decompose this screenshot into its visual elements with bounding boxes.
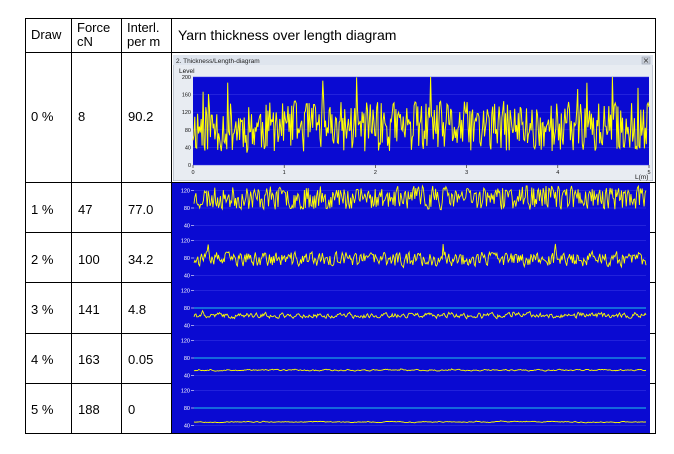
y-tick-label: 40	[184, 274, 190, 280]
row-4-force: 163	[78, 352, 100, 367]
series-line	[192, 76, 650, 153]
y-tick-label: 40	[184, 424, 190, 430]
y-tick-label: 0	[188, 163, 191, 169]
y-tick-label: 160	[182, 93, 191, 99]
y-tick-label: 40	[184, 224, 190, 230]
table-border-top	[25, 18, 656, 19]
y-tick-label: 80	[184, 406, 190, 412]
row-5-force: 188	[78, 402, 100, 417]
table-header-divider	[25, 52, 656, 53]
y-tick-label: 40	[184, 324, 190, 330]
row-0-interl: 90.2	[128, 109, 154, 124]
row-3-draw: 3 %	[31, 302, 54, 317]
header-force-line1: Force	[77, 20, 111, 35]
y-tick-label: 40	[185, 145, 191, 151]
y-tick-label: 120	[181, 388, 190, 394]
y-tick-label: 80	[184, 356, 190, 362]
row-3-interl: 4.8	[128, 302, 147, 317]
x-tick-label: 5	[647, 170, 650, 176]
row-2-interl: 34.2	[128, 252, 154, 267]
column-divider	[71, 18, 72, 434]
row-1-interl: 77.0	[128, 202, 154, 217]
window-title: 2. Thickness/Length-diagram	[176, 58, 260, 65]
x-tick-label: 1	[283, 170, 286, 176]
column-divider	[121, 18, 122, 434]
x-axis-title: L(m)	[635, 174, 648, 181]
row-1-force: 47	[78, 202, 93, 217]
window-titlebar	[173, 55, 653, 65]
row-1-draw: 1 %	[31, 202, 54, 217]
y-tick-label: 120	[181, 338, 190, 344]
row-2-draw: 2 %	[31, 252, 54, 267]
header-force-line2: cN	[77, 34, 93, 49]
row-4-draw: 4 %	[31, 352, 54, 367]
row-0-force: 8	[78, 109, 86, 124]
strip-axis-gutter	[172, 183, 194, 433]
series-line	[193, 420, 647, 424]
row-5-draw: 5 %	[31, 402, 54, 417]
row-5-interl: 0	[128, 402, 136, 417]
x-tick-label: 3	[465, 170, 468, 176]
header-interl-line1: Interl.	[127, 20, 160, 35]
close-icon[interactable]	[641, 56, 651, 65]
series-line	[193, 243, 647, 269]
y-tick-label: 120	[182, 110, 191, 116]
column-divider	[171, 18, 172, 434]
header-interl-line2: per m	[127, 34, 161, 49]
table-row-divider	[25, 182, 656, 183]
y-tick-label: 200	[182, 75, 191, 81]
thickness-length-window: 2. Thickness/Length-diagram Level 200 160…	[173, 55, 653, 181]
y-tick-label: 80	[185, 128, 191, 134]
y-tick-label: 40	[184, 374, 190, 380]
row-2-force: 100	[78, 252, 100, 267]
table-border-left	[25, 18, 26, 434]
x-tick-label: 4	[556, 170, 559, 176]
y-tick-label: 120	[181, 188, 190, 194]
data-table: Draw Force cN Interl. per m Yarn thickne…	[25, 18, 656, 434]
series-line	[193, 184, 647, 211]
series-line	[193, 309, 647, 320]
x-tick-label: 0	[191, 170, 194, 176]
y-tick-label: 80	[184, 256, 190, 262]
x-tick-label: 2	[374, 170, 377, 176]
table-border-bottom	[25, 433, 656, 434]
y-axis-title: Level	[179, 68, 195, 75]
y-tick-label: 80	[184, 306, 190, 312]
row-3-force: 141	[78, 302, 100, 317]
row-4-interl: 0.05	[128, 352, 154, 367]
y-tick-label: 80	[184, 206, 190, 212]
table-border-right	[655, 18, 656, 434]
header-diagram: Yarn thickness over length diagram	[178, 27, 397, 43]
y-tick-label: 120	[181, 288, 190, 294]
y-tick-label: 120	[181, 238, 190, 244]
thickness-strip-charts: 120 80 40 120 80 40 120 80 40 120 80 40 120 80 40	[172, 183, 650, 433]
row-0-draw: 0 %	[31, 109, 54, 124]
series-line	[193, 368, 647, 372]
header-draw: Draw	[31, 27, 62, 42]
